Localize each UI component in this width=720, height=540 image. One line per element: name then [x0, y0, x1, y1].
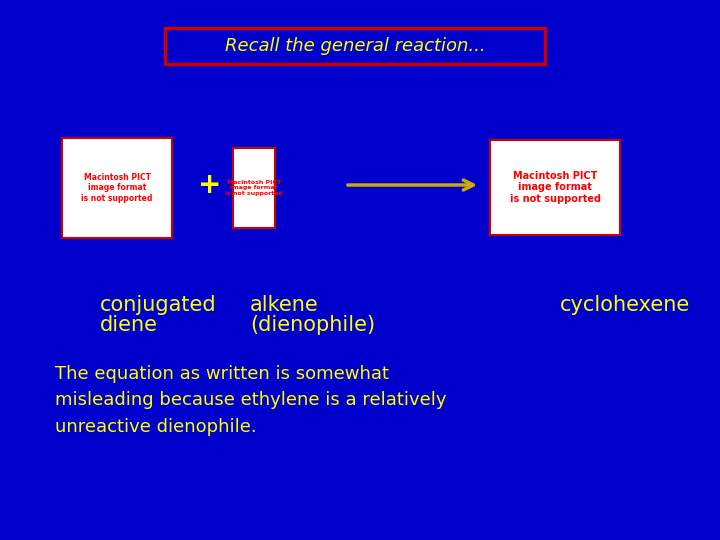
Text: +: + [198, 171, 222, 199]
Text: conjugated: conjugated [100, 295, 217, 315]
Text: Macintosh PICT
image format
is not supported: Macintosh PICT image format is not suppo… [225, 180, 283, 197]
Text: cyclohexene: cyclohexene [560, 295, 690, 315]
Text: Recall the general reaction...: Recall the general reaction... [225, 37, 485, 55]
Bar [165, 28, 545, 64]
Bar [62, 138, 172, 238]
Text: The equation as written is somewhat
misleading because ethylene is a relatively
: The equation as written is somewhat misl… [55, 365, 446, 436]
Bar [233, 148, 275, 228]
Text: Macintosh PICT
image format
is not supported: Macintosh PICT image format is not suppo… [510, 171, 600, 204]
Text: diene: diene [100, 315, 158, 335]
Text: (dienophile): (dienophile) [250, 315, 375, 335]
Bar [490, 140, 620, 235]
Text: Macintosh PICT
image format
is not supported: Macintosh PICT image format is not suppo… [81, 173, 153, 203]
Text: alkene: alkene [250, 295, 319, 315]
